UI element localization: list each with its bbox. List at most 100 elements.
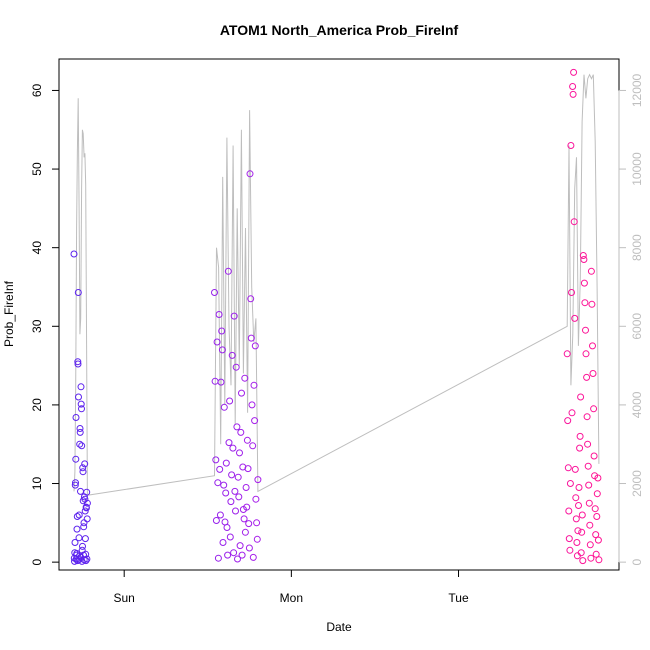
data-point [581, 299, 589, 307]
data-point [592, 550, 600, 558]
x-tick-label: Sun [114, 591, 135, 605]
data-point [78, 546, 86, 554]
data-point [76, 425, 84, 432]
data-point [247, 334, 255, 342]
data-point [213, 338, 221, 346]
data-point [580, 279, 588, 287]
data-point [564, 464, 572, 472]
data-point [241, 374, 249, 382]
data-point [582, 350, 590, 358]
data-point [594, 536, 602, 544]
data-point [211, 289, 218, 296]
data-point [73, 513, 81, 520]
data-point [565, 535, 573, 543]
data-point [588, 300, 596, 308]
data-point [566, 546, 574, 554]
data-point [232, 507, 239, 515]
data-point [571, 314, 579, 322]
chart-title: ATOM1 North_America Prob_FireInf [220, 22, 459, 38]
data-point [569, 90, 577, 98]
point-series [70, 68, 603, 565]
data-point [235, 493, 243, 501]
y2-tick-label: 2000 [630, 470, 644, 497]
data-point [76, 552, 83, 560]
data-point [228, 471, 236, 479]
data-point [579, 252, 587, 259]
data-point [77, 400, 85, 408]
y-tick-label: 40 [30, 241, 44, 255]
data-point [71, 539, 79, 546]
data-point [571, 465, 579, 473]
data-point [251, 342, 259, 350]
data-point [80, 519, 88, 527]
y2-tick-label: 6000 [630, 313, 644, 340]
data-point [570, 68, 578, 76]
data-point [212, 456, 220, 464]
data-point [593, 513, 601, 520]
data-point [232, 363, 240, 371]
data-point [245, 544, 253, 552]
data-point [77, 383, 85, 391]
data-point [584, 440, 592, 448]
data-point [76, 440, 84, 448]
data-point [574, 527, 582, 535]
data-point [587, 554, 595, 562]
data-point [78, 442, 86, 450]
data-point [81, 507, 89, 515]
data-point [214, 554, 222, 562]
x-axis-label: Date [326, 620, 352, 634]
plot-area [58, 58, 620, 571]
data-point [576, 432, 584, 440]
data-point [593, 490, 601, 498]
data-point [592, 531, 600, 539]
data-point [576, 444, 584, 452]
data-point [222, 459, 230, 467]
data-point [74, 360, 82, 368]
data-point [75, 511, 83, 519]
data-point [73, 525, 81, 533]
data-point [254, 476, 262, 484]
y-axis-left: 0 10 20 30 40 50 60 [30, 83, 60, 565]
y-tick-label: 50 [30, 162, 44, 176]
line-series [73, 73, 600, 496]
data-point [590, 452, 598, 460]
series-line [73, 73, 600, 496]
data-point [253, 519, 261, 527]
data-point [212, 517, 220, 524]
data-point [74, 358, 82, 366]
data-point [227, 498, 235, 506]
data-point [230, 312, 238, 320]
data-point [594, 474, 602, 482]
data-point [570, 218, 578, 226]
data-point [248, 401, 256, 409]
data-point [80, 523, 88, 531]
data-point [224, 267, 232, 275]
data-point [568, 409, 576, 417]
data-point [83, 555, 91, 563]
x-tick-label: Mon [280, 591, 303, 605]
data-point [583, 413, 591, 421]
data-point [579, 557, 587, 565]
data-point [228, 351, 236, 359]
data-point [565, 507, 573, 515]
data-point [224, 551, 232, 559]
data-point [250, 381, 258, 389]
data-point [82, 504, 90, 512]
data-point [586, 541, 594, 549]
data-point [223, 524, 231, 531]
y2-tick-label: 0 [630, 558, 644, 565]
data-point [82, 557, 90, 565]
y-tick-label: 20 [30, 398, 44, 412]
data-point [572, 515, 580, 523]
data-point [81, 535, 89, 543]
data-point [246, 170, 254, 178]
data-point [226, 533, 234, 541]
data-point [76, 428, 84, 436]
y2-tick-label: 4000 [630, 391, 644, 418]
data-point [225, 439, 233, 447]
data-point [77, 487, 84, 495]
data-point [247, 295, 255, 303]
data-point [70, 250, 78, 258]
data-point [219, 539, 227, 546]
data-point [226, 397, 234, 405]
